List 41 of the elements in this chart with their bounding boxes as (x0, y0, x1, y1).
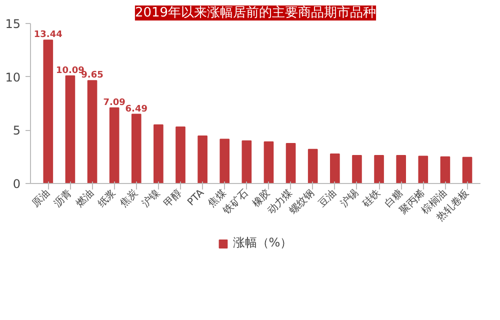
bar (286, 143, 296, 184)
y-tick-label: 10 (5, 70, 21, 84)
x-tick-label: 燃油 (74, 186, 96, 210)
bar (43, 40, 54, 184)
bar (330, 153, 340, 184)
data-label: 7.09 (103, 98, 126, 108)
bar (352, 155, 362, 184)
bar (418, 156, 428, 184)
x-tick-label: 原油 (29, 186, 52, 210)
bar (242, 140, 252, 184)
bar (87, 80, 98, 184)
bar (440, 156, 450, 184)
bar (396, 155, 406, 184)
chart-title: 2019年以来涨幅居前的主要商品期市品种 (134, 4, 376, 20)
x-tick-label: 豆油 (316, 186, 339, 210)
x-tick-label: 甲醇 (162, 186, 184, 210)
bar (220, 138, 230, 184)
bar (198, 136, 208, 184)
bar (374, 155, 384, 184)
y-tick-label: 5 (12, 124, 21, 138)
bar (308, 148, 318, 184)
bar (154, 124, 164, 184)
bar (131, 114, 142, 184)
bar (264, 141, 274, 184)
legend-label: 涨幅（%） (232, 234, 292, 252)
x-tick-label: 焦炭 (118, 186, 140, 210)
data-label: 6.49 (125, 104, 148, 114)
x-tick-label: 沪镍 (140, 186, 162, 210)
bar (65, 75, 76, 184)
x-tick-label: 纸浆 (96, 186, 118, 210)
bar (109, 107, 120, 184)
data-label: 9.65 (81, 70, 104, 81)
data-label: 13.44 (34, 30, 62, 40)
x-tick-label: 硅铁 (360, 186, 383, 210)
y-tick-label: 15 (5, 17, 21, 31)
bar (462, 156, 472, 184)
x-tick-label: 沪锡 (338, 186, 361, 210)
x-tick-label: 沥青 (51, 186, 74, 210)
y-tick-label: 0 (12, 177, 21, 191)
bar (176, 126, 186, 184)
x-tick-label: PTA (186, 187, 207, 208)
